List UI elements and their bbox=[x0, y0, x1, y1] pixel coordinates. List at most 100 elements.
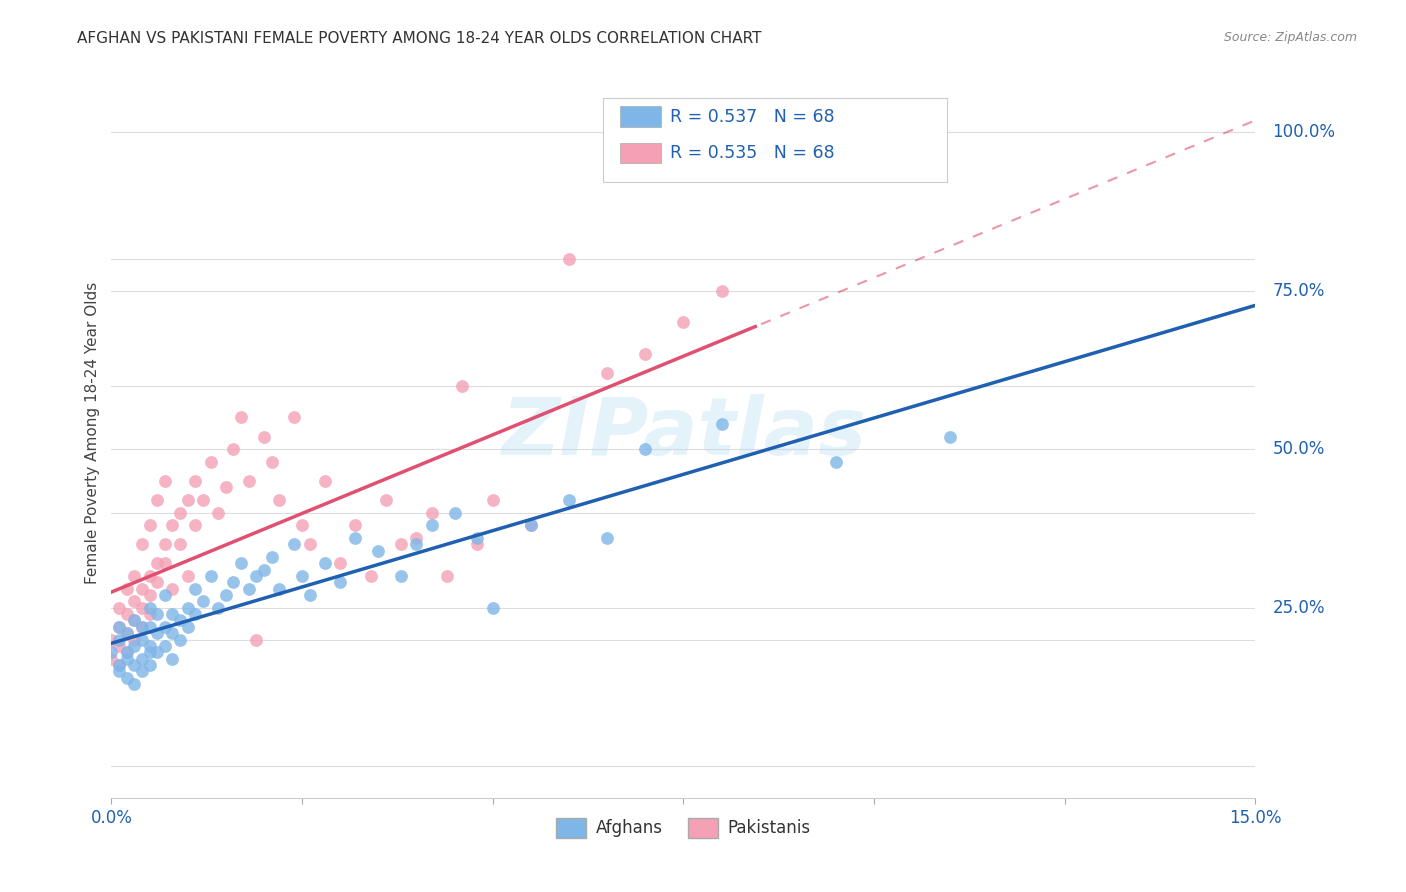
Point bbox=[245, 569, 267, 583]
Point bbox=[124, 614, 146, 628]
Point bbox=[191, 594, 214, 608]
Point bbox=[115, 645, 138, 659]
Point bbox=[108, 620, 131, 634]
Point bbox=[115, 582, 138, 596]
Point bbox=[215, 588, 238, 602]
Point bbox=[115, 671, 138, 685]
Point bbox=[825, 455, 848, 469]
Point bbox=[253, 563, 276, 577]
Point bbox=[138, 607, 160, 622]
Point bbox=[138, 600, 160, 615]
Text: R = 0.537   N = 68: R = 0.537 N = 68 bbox=[669, 108, 834, 126]
Text: 75.0%: 75.0% bbox=[1272, 282, 1324, 300]
Point bbox=[229, 557, 252, 571]
Point bbox=[153, 588, 176, 602]
Point bbox=[115, 651, 138, 665]
Text: 50.0%: 50.0% bbox=[1272, 440, 1324, 458]
Point bbox=[162, 607, 184, 622]
Point bbox=[146, 607, 169, 622]
Point bbox=[291, 569, 314, 583]
Point bbox=[222, 442, 245, 457]
Point bbox=[405, 537, 427, 551]
Point bbox=[344, 518, 367, 533]
Point bbox=[291, 518, 314, 533]
Point bbox=[162, 651, 184, 665]
Point bbox=[146, 645, 169, 659]
Point bbox=[253, 429, 276, 443]
Point bbox=[191, 492, 214, 507]
Point bbox=[360, 569, 382, 583]
Point bbox=[314, 474, 336, 488]
Point bbox=[184, 518, 207, 533]
Point bbox=[298, 537, 321, 551]
Point bbox=[238, 474, 260, 488]
Point bbox=[389, 569, 412, 583]
Point bbox=[138, 657, 160, 672]
Point bbox=[146, 557, 169, 571]
Point bbox=[260, 455, 283, 469]
Point bbox=[131, 632, 153, 647]
Point bbox=[481, 492, 503, 507]
Point bbox=[176, 492, 198, 507]
Point bbox=[153, 639, 176, 653]
Point bbox=[314, 557, 336, 571]
Point bbox=[100, 651, 122, 665]
Point bbox=[131, 665, 153, 679]
Point bbox=[131, 651, 153, 665]
Point bbox=[169, 537, 191, 551]
Point bbox=[162, 626, 184, 640]
Point bbox=[108, 639, 131, 653]
FancyBboxPatch shape bbox=[620, 143, 661, 163]
Text: Source: ZipAtlas.com: Source: ZipAtlas.com bbox=[1223, 31, 1357, 45]
Point bbox=[100, 645, 122, 659]
Point bbox=[108, 600, 131, 615]
Point bbox=[558, 252, 581, 266]
Point bbox=[176, 620, 198, 634]
Point bbox=[596, 531, 619, 545]
Point bbox=[596, 366, 619, 380]
Point bbox=[672, 315, 695, 329]
Y-axis label: Female Poverty Among 18-24 Year Olds: Female Poverty Among 18-24 Year Olds bbox=[86, 282, 100, 584]
Point bbox=[108, 620, 131, 634]
Point bbox=[420, 518, 443, 533]
Point bbox=[115, 626, 138, 640]
Point bbox=[467, 537, 489, 551]
Point bbox=[200, 455, 222, 469]
Point bbox=[115, 626, 138, 640]
Point bbox=[245, 632, 267, 647]
Point bbox=[176, 600, 198, 615]
Point bbox=[238, 582, 260, 596]
Point bbox=[200, 569, 222, 583]
Point bbox=[138, 639, 160, 653]
Point bbox=[124, 594, 146, 608]
Point bbox=[162, 518, 184, 533]
Legend: Afghans, Pakistanis: Afghans, Pakistanis bbox=[550, 811, 818, 845]
Point bbox=[710, 284, 733, 298]
Point bbox=[451, 378, 474, 392]
Point bbox=[138, 518, 160, 533]
Point bbox=[124, 632, 146, 647]
Point bbox=[162, 582, 184, 596]
Point bbox=[939, 429, 962, 443]
Point bbox=[389, 537, 412, 551]
Point bbox=[131, 537, 153, 551]
Point bbox=[405, 531, 427, 545]
Point bbox=[420, 506, 443, 520]
Point bbox=[436, 569, 458, 583]
Point bbox=[153, 557, 176, 571]
FancyBboxPatch shape bbox=[620, 106, 661, 127]
Point bbox=[138, 569, 160, 583]
Point bbox=[283, 537, 305, 551]
Point bbox=[108, 665, 131, 679]
Point bbox=[176, 569, 198, 583]
Point bbox=[467, 531, 489, 545]
Text: ZIPatlas: ZIPatlas bbox=[501, 394, 866, 473]
Point bbox=[344, 531, 367, 545]
Point bbox=[269, 492, 291, 507]
Point bbox=[124, 614, 146, 628]
Point bbox=[520, 518, 543, 533]
Point bbox=[283, 410, 305, 425]
Point bbox=[124, 657, 146, 672]
Point bbox=[443, 506, 465, 520]
Point bbox=[146, 626, 169, 640]
